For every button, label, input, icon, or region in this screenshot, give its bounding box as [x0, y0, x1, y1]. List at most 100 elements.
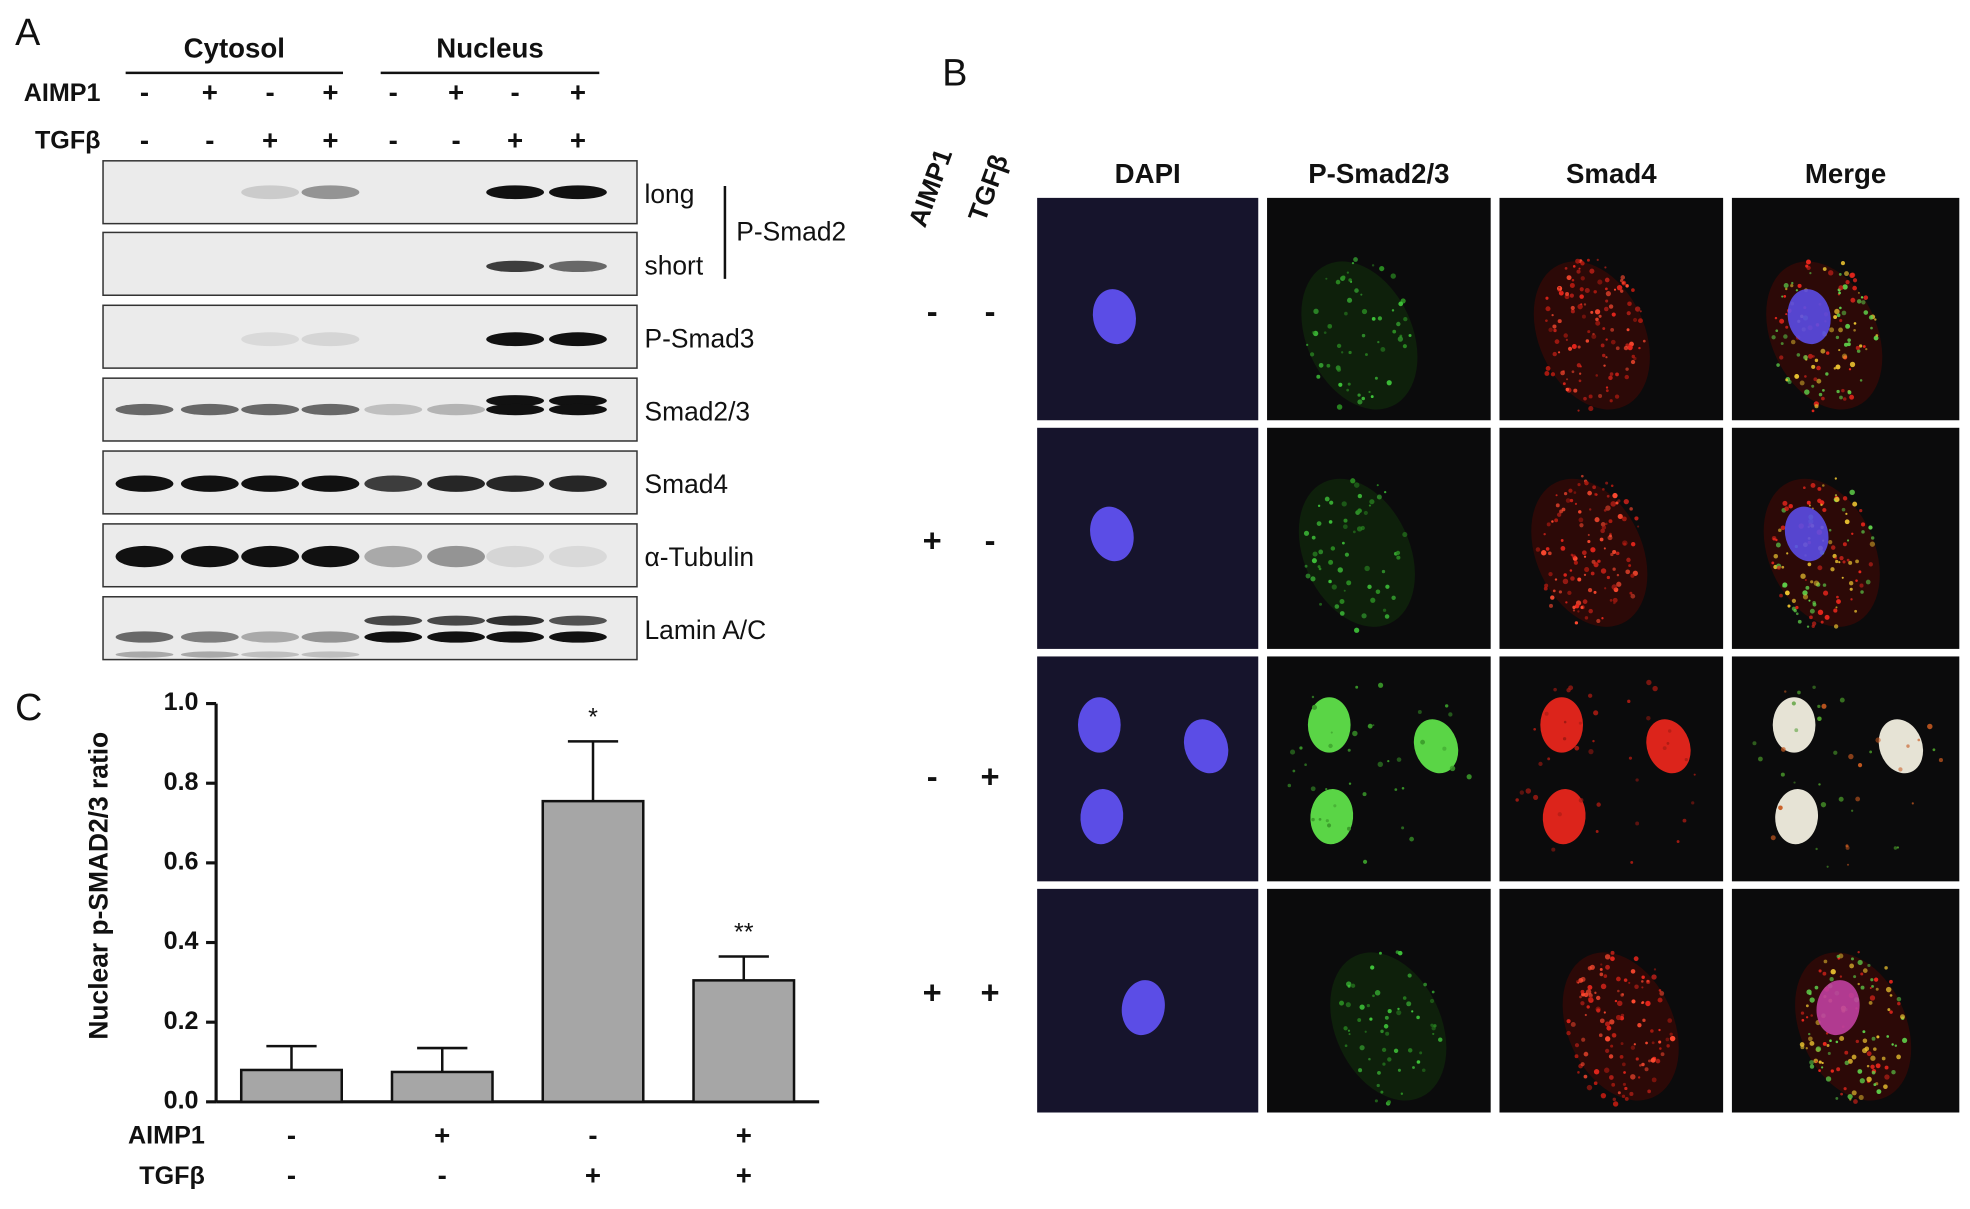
speckle — [1583, 303, 1587, 306]
micrograph-bg — [1498, 655, 1725, 883]
speckle — [1823, 590, 1829, 596]
speckle — [1361, 333, 1366, 338]
speckle — [1771, 335, 1776, 340]
blot-band — [364, 615, 423, 626]
blot-band — [427, 631, 485, 643]
speckle — [1342, 541, 1345, 545]
condition-sign: - — [511, 77, 520, 108]
speckle — [1610, 501, 1616, 507]
speckle — [1380, 347, 1386, 352]
speckle — [1565, 338, 1568, 341]
speckle — [1584, 616, 1589, 620]
speckle — [1871, 1070, 1876, 1075]
speckle — [1839, 1036, 1845, 1041]
speckle — [1818, 1069, 1821, 1072]
speckle — [1587, 966, 1592, 971]
speckle — [1787, 604, 1791, 608]
speckle — [1779, 593, 1783, 598]
speckle — [1900, 1014, 1905, 1020]
speckle — [1606, 575, 1611, 580]
speckle — [1608, 375, 1613, 381]
speckle — [1576, 363, 1581, 368]
speckle — [1398, 301, 1404, 307]
speckle — [1311, 817, 1315, 822]
speckle — [1886, 1035, 1890, 1038]
speckle — [1657, 997, 1663, 1003]
speckle — [1883, 1084, 1888, 1090]
panel-label: A — [15, 11, 41, 53]
speckle — [1554, 578, 1558, 581]
speckle — [1348, 350, 1352, 355]
speckle — [1317, 565, 1321, 569]
speckle — [1637, 1023, 1642, 1028]
speckle — [1810, 1014, 1813, 1017]
speckle — [1385, 584, 1390, 589]
y-tick-label: 0.6 — [164, 848, 199, 876]
speckle — [1844, 1050, 1849, 1055]
speckle — [1651, 974, 1657, 980]
speckle — [1784, 506, 1789, 512]
speckle — [1848, 368, 1852, 371]
speckle — [1377, 316, 1383, 321]
speckle — [1638, 346, 1641, 350]
speckle — [1318, 817, 1322, 821]
speckle — [1633, 956, 1639, 962]
speckle — [1610, 327, 1615, 332]
speckle — [1304, 564, 1308, 568]
speckle — [1615, 372, 1619, 377]
speckle — [1836, 954, 1840, 959]
speckle — [1305, 573, 1311, 579]
speckle — [1682, 818, 1687, 823]
speckle — [1611, 1082, 1616, 1087]
speckle — [1627, 699, 1631, 704]
speckle — [1628, 564, 1632, 567]
speckle — [1412, 1066, 1415, 1069]
speckle — [1844, 519, 1850, 525]
speckle — [1303, 530, 1310, 536]
speckle — [1790, 284, 1794, 288]
speckle — [1625, 569, 1631, 575]
speckle — [1938, 758, 1943, 763]
speckle — [1804, 389, 1810, 395]
speckle — [1857, 950, 1860, 954]
speckle — [1615, 1014, 1622, 1021]
speckle — [1818, 1060, 1822, 1064]
speckle — [1834, 556, 1838, 560]
speckle — [1669, 1032, 1673, 1036]
speckle — [1651, 1041, 1655, 1045]
speckle — [1779, 355, 1784, 360]
speckle — [1602, 327, 1606, 330]
speckle — [1381, 569, 1386, 574]
blot-band — [427, 615, 485, 626]
speckle — [1624, 1097, 1629, 1101]
speckle — [1797, 619, 1802, 624]
bar — [692, 979, 796, 1104]
speckle — [1316, 521, 1322, 526]
y-tick-label: 0.2 — [164, 1007, 199, 1035]
x-factor-level: - — [287, 1119, 296, 1150]
speckle — [1623, 498, 1629, 505]
speckle — [1796, 353, 1801, 357]
speckle — [1605, 338, 1608, 341]
blot-band — [549, 403, 607, 416]
speckle — [1810, 482, 1816, 488]
speckle — [1565, 378, 1569, 381]
speckle — [1357, 508, 1362, 514]
speckle — [1833, 624, 1839, 629]
speckle — [1403, 316, 1408, 322]
speckle — [1873, 1083, 1877, 1087]
speckle — [1812, 600, 1816, 605]
speckle — [1633, 1043, 1636, 1046]
speckle — [1771, 561, 1775, 565]
speckle — [1844, 1060, 1850, 1066]
speckle — [1544, 371, 1550, 376]
speckle — [1558, 290, 1564, 296]
speckle — [1442, 746, 1447, 751]
speckle — [1851, 1090, 1857, 1096]
speckle — [1562, 382, 1566, 386]
micrograph — [1498, 655, 1725, 883]
speckle — [1805, 259, 1811, 265]
speckle — [1605, 522, 1608, 526]
condition-sign: - — [205, 124, 214, 155]
